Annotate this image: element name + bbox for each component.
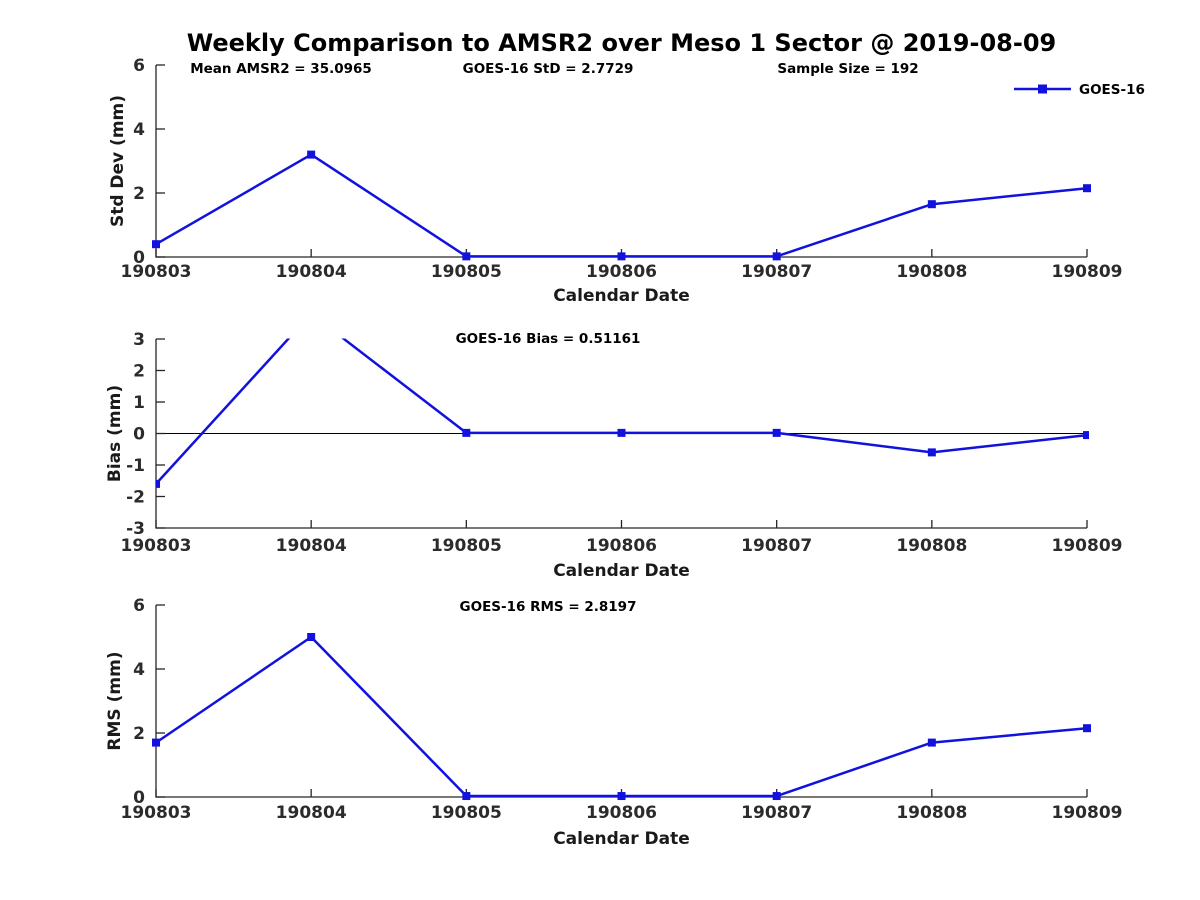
annotation-text: GOES-16 StD = 2.7729 bbox=[463, 61, 634, 77]
y-tick-label: -1 bbox=[126, 456, 145, 476]
axes-spines bbox=[155, 65, 1087, 258]
data-point-marker bbox=[617, 428, 626, 437]
data-point-marker bbox=[462, 428, 471, 437]
data-point-marker bbox=[307, 310, 315, 318]
x-tick-label: 190807 bbox=[741, 536, 812, 556]
x-tick-label: 190804 bbox=[276, 803, 347, 823]
x-tick-label: 190809 bbox=[1052, 262, 1123, 282]
data-point-marker bbox=[927, 448, 936, 457]
y-tick-label: 2 bbox=[133, 362, 145, 382]
y-axis-label: RMS (mm) bbox=[105, 651, 125, 750]
data-point-marker bbox=[156, 479, 160, 488]
x-tick-label: 190808 bbox=[896, 803, 967, 823]
y-tick-label: 2 bbox=[133, 184, 145, 204]
y-tick-label: 1 bbox=[133, 393, 145, 413]
data-point-marker bbox=[307, 633, 316, 641]
data-point-marker bbox=[1083, 431, 1089, 440]
x-tick-label: 190807 bbox=[741, 262, 812, 282]
x-axis-label: Calendar Date bbox=[553, 561, 690, 581]
data-point-marker bbox=[1083, 184, 1091, 193]
x-axis-label: Calendar Date bbox=[553, 829, 690, 849]
annotation-text: Sample Size = 192 bbox=[777, 61, 918, 77]
y-axis-label: Bias (mm) bbox=[105, 385, 125, 482]
figure-title: Weekly Comparison to AMSR2 over Meso 1 S… bbox=[186, 29, 1057, 57]
y-tick-label: 0 bbox=[133, 425, 145, 445]
x-tick-label: 190805 bbox=[431, 262, 502, 282]
annotation-text: GOES-16 Bias = 0.51161 bbox=[456, 331, 641, 347]
data-point-marker bbox=[1083, 724, 1091, 733]
y-tick-label: 0 bbox=[133, 248, 145, 268]
data-point-marker bbox=[617, 252, 626, 261]
x-tick-label: 190803 bbox=[121, 262, 192, 282]
subplot-bias: -3 -2 -1 0 1 2 3 190803 190804 190805 190806 190807… bbox=[105, 310, 1123, 581]
x-tick-label: 190807 bbox=[741, 803, 812, 823]
x-tick-label: 190803 bbox=[121, 803, 192, 823]
subplot-std: 0 2 4 6 190803 190804 190805 190806 190807 190808… bbox=[108, 56, 1145, 306]
y-tick-label: 4 bbox=[133, 120, 145, 140]
annotation-text: Mean AMSR2 = 35.0965 bbox=[190, 61, 372, 77]
x-tick-label: 190805 bbox=[431, 536, 502, 556]
y-tick-label: 3 bbox=[133, 330, 145, 350]
subplot-rms: 0 2 4 6 190803 190804 190805 190806 190807 190808… bbox=[105, 596, 1122, 849]
data-point-marker bbox=[617, 792, 626, 801]
x-tick-label: 190808 bbox=[896, 262, 967, 282]
data-point-marker bbox=[927, 200, 936, 209]
data-point-marker bbox=[772, 792, 781, 801]
x-tick-label: 190806 bbox=[586, 536, 657, 556]
legend-label: GOES-16 bbox=[1079, 82, 1145, 98]
x-tick-label: 190809 bbox=[1052, 536, 1123, 556]
series-line-goes16 bbox=[155, 635, 1088, 798]
x-axis-label: Calendar Date bbox=[553, 286, 690, 306]
y-tick-label: 0 bbox=[133, 788, 145, 808]
data-point-marker bbox=[307, 150, 316, 159]
y-tick-label: 2 bbox=[133, 724, 145, 744]
series-line-goes16 bbox=[155, 153, 1088, 258]
y-tick-label: -2 bbox=[126, 488, 145, 508]
x-tick-label: 190803 bbox=[121, 536, 192, 556]
x-tick-label: 190808 bbox=[896, 536, 967, 556]
legend-marker bbox=[1038, 84, 1047, 94]
legend: GOES-16 bbox=[1014, 82, 1145, 98]
y-tick-label: 6 bbox=[133, 56, 145, 76]
x-tick-label: 190805 bbox=[431, 803, 502, 823]
axes-spines bbox=[155, 605, 1087, 798]
data-point-marker bbox=[462, 792, 471, 801]
data-point-marker bbox=[772, 428, 781, 437]
x-tick-label: 190804 bbox=[276, 262, 347, 282]
y-axis-label: Std Dev (mm) bbox=[108, 95, 128, 227]
data-point-marker bbox=[462, 252, 471, 261]
data-point-marker bbox=[152, 738, 160, 747]
data-point-marker bbox=[927, 738, 936, 747]
annotation-text: GOES-16 RMS = 2.8197 bbox=[460, 599, 637, 615]
data-point-marker bbox=[152, 240, 160, 249]
y-tick-label: 4 bbox=[133, 660, 145, 680]
x-tick-label: 190804 bbox=[276, 536, 347, 556]
x-tick-label: 190809 bbox=[1052, 803, 1123, 823]
x-tick-label: 190806 bbox=[586, 803, 657, 823]
data-point-marker bbox=[772, 252, 781, 261]
clipped-series-group bbox=[156, 310, 1089, 488]
y-tick-label: 6 bbox=[133, 596, 145, 616]
y-tick-label: -3 bbox=[126, 519, 145, 539]
x-tick-label: 190806 bbox=[586, 262, 657, 282]
